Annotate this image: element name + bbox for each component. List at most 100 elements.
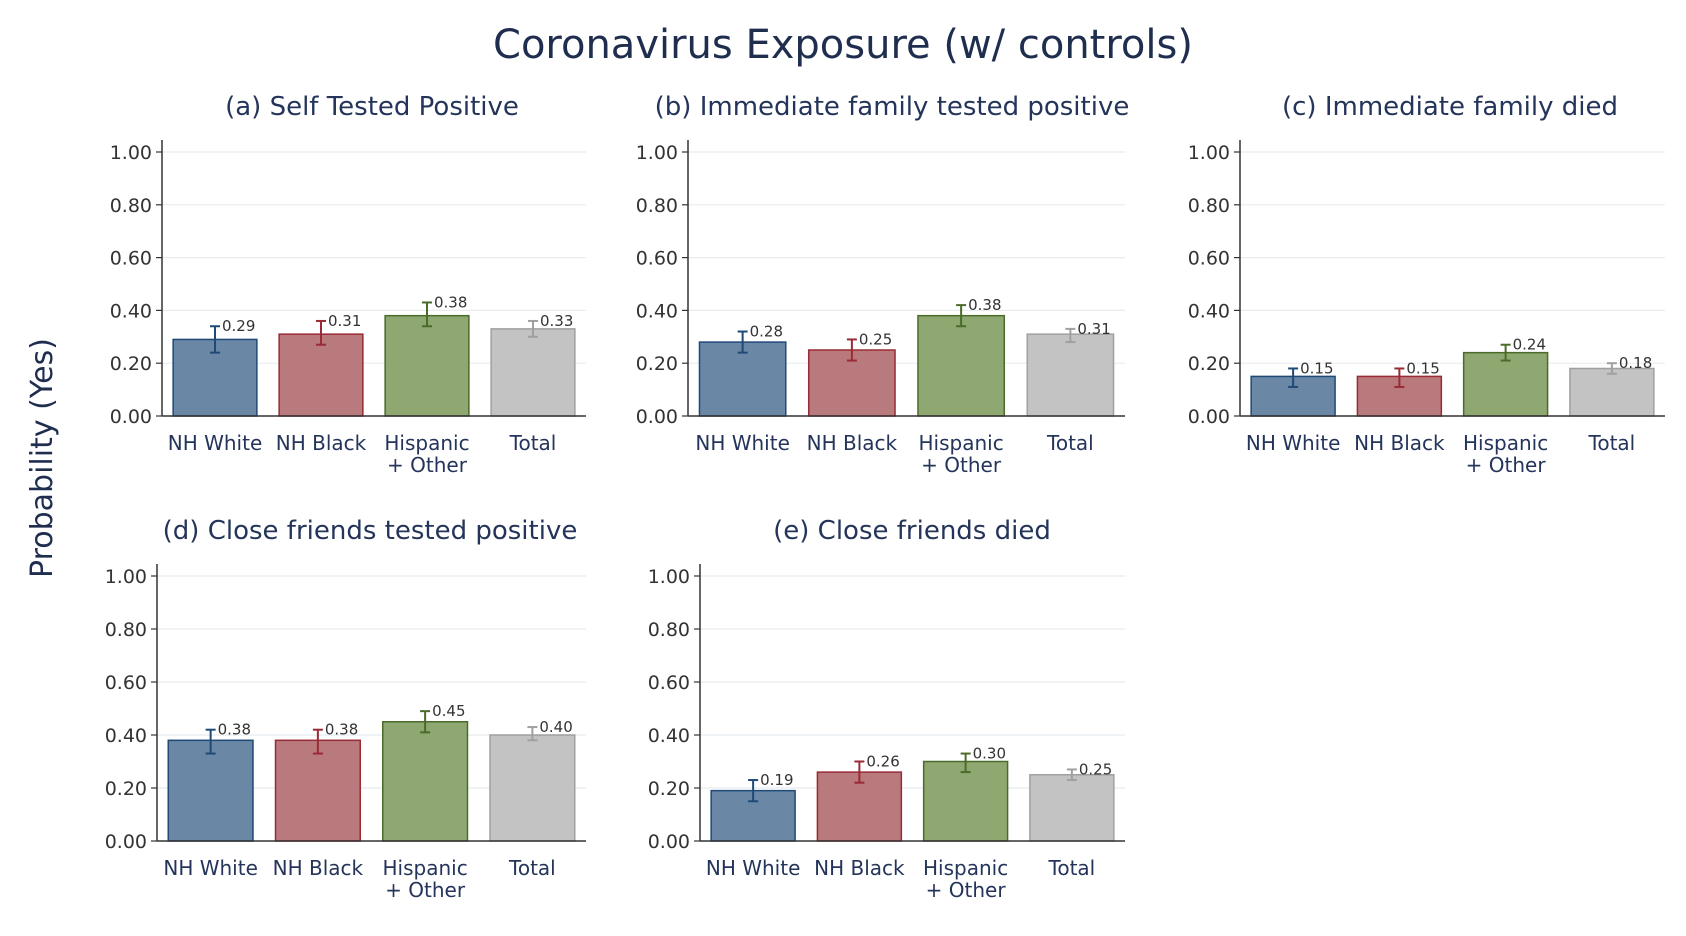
y-tick-label: 0.40: [1188, 300, 1230, 322]
bar: [1029, 774, 1115, 842]
data-label: 0.18: [1619, 354, 1652, 372]
category-label: NH White: [695, 431, 790, 455]
y-tick-label: 1.00: [105, 566, 147, 588]
bar: [1569, 367, 1655, 417]
category-label-line: NH Black: [1354, 431, 1445, 455]
category-label-line: Hispanic: [384, 431, 469, 455]
y-tick-label: 0.80: [648, 619, 690, 641]
y-tick-label: 0.80: [110, 195, 152, 217]
panel-title: (a) Self Tested Positive: [225, 92, 519, 122]
y-tick-label: 0.40: [105, 725, 147, 747]
y-tick-label: 0.60: [636, 248, 678, 270]
y-tick-label: 1.00: [648, 566, 690, 588]
bar: [922, 760, 1009, 842]
category-label-line: NH Black: [814, 856, 905, 880]
bar: [274, 739, 361, 842]
data-label: 0.29: [222, 317, 255, 335]
figure-title: Coronavirus Exposure (w/ controls): [493, 22, 1193, 68]
category-label: Total: [508, 856, 556, 880]
bar: [384, 314, 470, 417]
data-label: 0.15: [1300, 359, 1333, 377]
data-label: 0.15: [1406, 359, 1439, 377]
category-label-line: NH Black: [276, 431, 367, 455]
category-label: Total: [1046, 431, 1094, 455]
panel-2: (b) Immediate family tested positive 0.00…: [636, 92, 1130, 477]
y-tick-label: 0.60: [105, 672, 147, 694]
category-label-line: + Other: [387, 453, 468, 477]
category-label-line: + Other: [926, 878, 1007, 902]
y-tick-label: 0.40: [636, 300, 678, 322]
y-tick-label: 0.20: [1188, 353, 1230, 375]
panel-title: (c) Immediate family died: [1282, 92, 1618, 122]
category-label: NH White: [168, 431, 263, 455]
category-label-line: NH White: [706, 856, 801, 880]
category-label: Total: [1588, 431, 1636, 455]
y-tick-label: 0.60: [1188, 248, 1230, 270]
bar: [917, 314, 1006, 417]
category-label-line: Total: [1048, 856, 1096, 880]
bar: [1462, 351, 1549, 417]
y-tick-label: 1.00: [110, 142, 152, 164]
data-label: 0.30: [973, 745, 1006, 763]
panel-title: (b) Immediate family tested positive: [655, 92, 1130, 122]
bar: [167, 739, 254, 842]
y-tick-label: 1.00: [1188, 142, 1230, 164]
y-tick-label: 0.60: [110, 248, 152, 270]
bar: [489, 734, 576, 842]
category-label-line: NH White: [1246, 431, 1341, 455]
category-label: NH White: [706, 856, 801, 880]
category-label-line: NH White: [163, 856, 258, 880]
panel-title: (e) Close friends died: [773, 516, 1051, 546]
category-label: NH White: [1246, 431, 1341, 455]
data-label: 0.26: [866, 753, 899, 771]
y-tick-label: 0.80: [1188, 195, 1230, 217]
category-label: NH Black: [807, 431, 898, 455]
category-label-line: Total: [508, 856, 556, 880]
category-label-line: + Other: [385, 878, 466, 902]
category-label: Hispanic + Other: [383, 856, 468, 902]
y-tick-label: 0.00: [110, 406, 152, 428]
category-label: Hispanic + Other: [1463, 431, 1548, 477]
panels: (a) Self Tested Positive 0.00 0.20 0.40 0.60…: [105, 92, 1665, 902]
bar: [1026, 333, 1115, 417]
y-tick-label: 0.20: [110, 353, 152, 375]
panel-4: (d) Close friends tested positive 0.00 0.2…: [105, 516, 586, 902]
category-label: Total: [1048, 856, 1096, 880]
category-label: Hispanic + Other: [919, 431, 1004, 477]
category-label-line: Total: [1588, 431, 1636, 455]
category-label-line: Hispanic: [923, 856, 1008, 880]
y-tick-label: 0.80: [105, 619, 147, 641]
bar: [278, 333, 364, 417]
y-tick-label: 0.20: [636, 353, 678, 375]
data-label: 0.24: [1513, 336, 1546, 354]
y-tick-label: 0.00: [636, 406, 678, 428]
category-label-line: + Other: [921, 453, 1002, 477]
panel-3: (c) Immediate family died 0.00 0.20 0.40 0.6…: [1188, 92, 1665, 477]
category-label: Total: [509, 431, 557, 455]
y-tick-label: 0.80: [636, 195, 678, 217]
data-label: 0.38: [218, 721, 251, 739]
category-label-line: Total: [509, 431, 557, 455]
category-label-line: NH Black: [807, 431, 898, 455]
y-tick-label: 0.60: [648, 672, 690, 694]
data-label: 0.19: [760, 771, 793, 789]
y-tick-label: 1.00: [636, 142, 678, 164]
data-label: 0.40: [539, 718, 572, 736]
data-label: 0.25: [859, 330, 892, 348]
data-label: 0.25: [1079, 760, 1112, 778]
category-label: NH Black: [276, 431, 367, 455]
category-label-line: Hispanic: [1463, 431, 1548, 455]
category-label: NH Black: [1354, 431, 1445, 455]
panel-5: (e) Close friends died 0.00 0.20 0.40 0.60 0.…: [648, 516, 1125, 902]
category-label: NH Black: [273, 856, 364, 880]
panel-1: (a) Self Tested Positive 0.00 0.20 0.40 0.60…: [110, 92, 586, 477]
data-label: 0.28: [750, 323, 783, 341]
category-label: NH White: [163, 856, 258, 880]
data-label: 0.31: [328, 312, 361, 330]
bar: [490, 328, 576, 417]
category-label-line: NH White: [168, 431, 263, 455]
category-label: NH Black: [814, 856, 905, 880]
data-label: 0.38: [968, 296, 1001, 314]
y-axis-label: Probability (Yes): [25, 338, 60, 578]
